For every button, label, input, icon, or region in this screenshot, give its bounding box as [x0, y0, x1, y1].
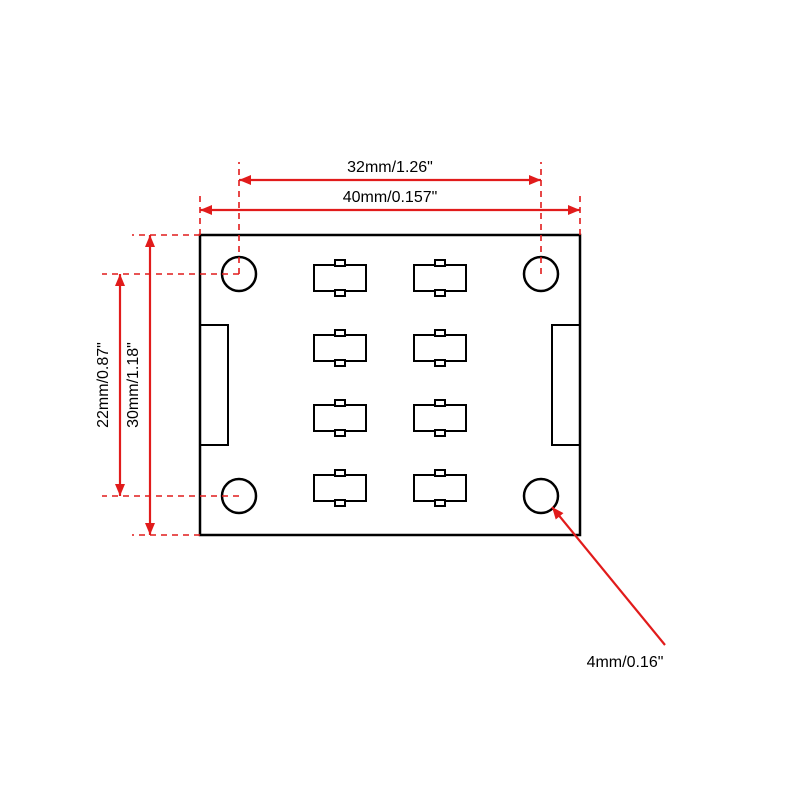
component-chip [414, 470, 466, 506]
side-rect-right [552, 325, 580, 445]
component-chip [414, 400, 466, 436]
side-rect-left [200, 325, 228, 445]
dimension-label: 32mm/1.26" [347, 159, 433, 176]
component-chip [314, 400, 366, 436]
dimension-label: 30mm/1.18" [125, 342, 142, 428]
board-outline [200, 235, 580, 535]
component-chip [414, 330, 466, 366]
dimension-label: 4mm/0.16" [587, 654, 664, 671]
dimension-label: 22mm/0.87" [95, 342, 112, 428]
component-chip [314, 470, 366, 506]
component-chip [314, 330, 366, 366]
leader-line [552, 507, 665, 645]
component-chip [414, 260, 466, 296]
dimension-label: 40mm/0.157" [343, 189, 438, 206]
component-chip [314, 260, 366, 296]
